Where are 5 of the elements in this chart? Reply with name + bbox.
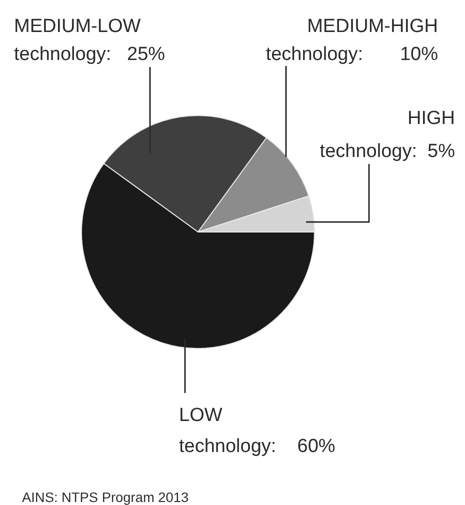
slice-label: MEDIUM-HIGH technology: 10% [266, 16, 438, 65]
slice-label: LOW technology: 60% [179, 405, 336, 457]
slice-label: HIGH technology: 5% [320, 108, 456, 162]
slice-label: MEDIUM-LOW technology: 25% [14, 16, 166, 65]
text: AINS: NTPS Program 2013 [22, 490, 189, 505]
